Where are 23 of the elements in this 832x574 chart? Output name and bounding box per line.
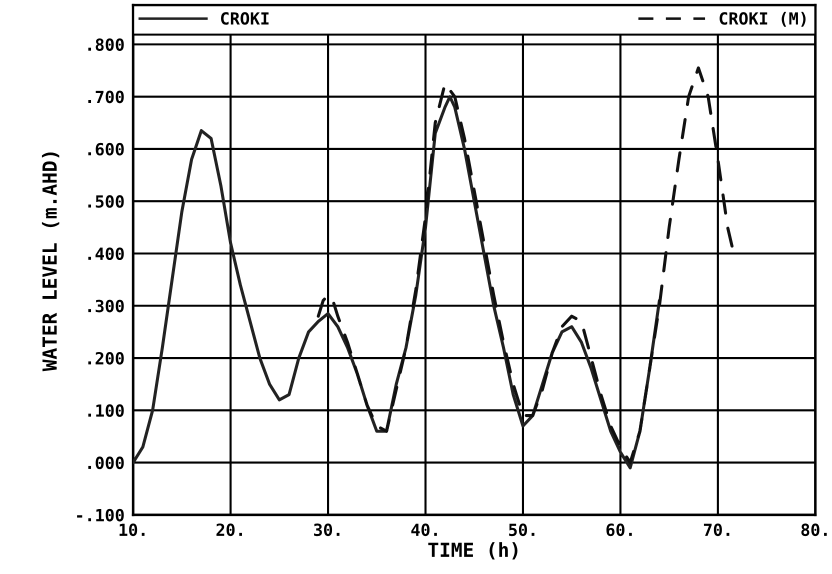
y-tick-label: -.100 bbox=[77, 508, 124, 522]
x-tick-label: 20. bbox=[216, 524, 242, 536]
x-tick-label: 80. bbox=[801, 524, 827, 536]
x-tick-label: 50. bbox=[509, 524, 534, 536]
y-tick-label: .600 bbox=[88, 142, 124, 156]
y-tick-label: .800 bbox=[88, 38, 124, 51]
y-tick-label: .400 bbox=[88, 247, 124, 260]
x-tick-label: 30. bbox=[314, 524, 340, 536]
y-tick-label: .700 bbox=[88, 90, 124, 104]
legend-label: CROKI bbox=[221, 12, 269, 25]
y-tick-label: .100 bbox=[88, 404, 124, 417]
x-axis-title: TIME (h) bbox=[428, 542, 518, 560]
x-tick-label: 10. bbox=[120, 524, 144, 536]
y-tick-label: .500 bbox=[88, 195, 124, 208]
x-tick-label: 70. bbox=[704, 524, 730, 536]
x-tick-label: 60. bbox=[606, 524, 632, 536]
x-tick-label: 40. bbox=[411, 524, 437, 536]
y-axis-title: WATER LEVEL (m.AHD) bbox=[42, 152, 60, 372]
line-series bbox=[316, 66, 734, 464]
y-tick-label: .300 bbox=[88, 300, 124, 312]
y-tick-label: .200 bbox=[88, 352, 124, 365]
y-tick-label: .000 bbox=[88, 456, 124, 470]
legend-label: CROKI (M) bbox=[720, 12, 806, 27]
